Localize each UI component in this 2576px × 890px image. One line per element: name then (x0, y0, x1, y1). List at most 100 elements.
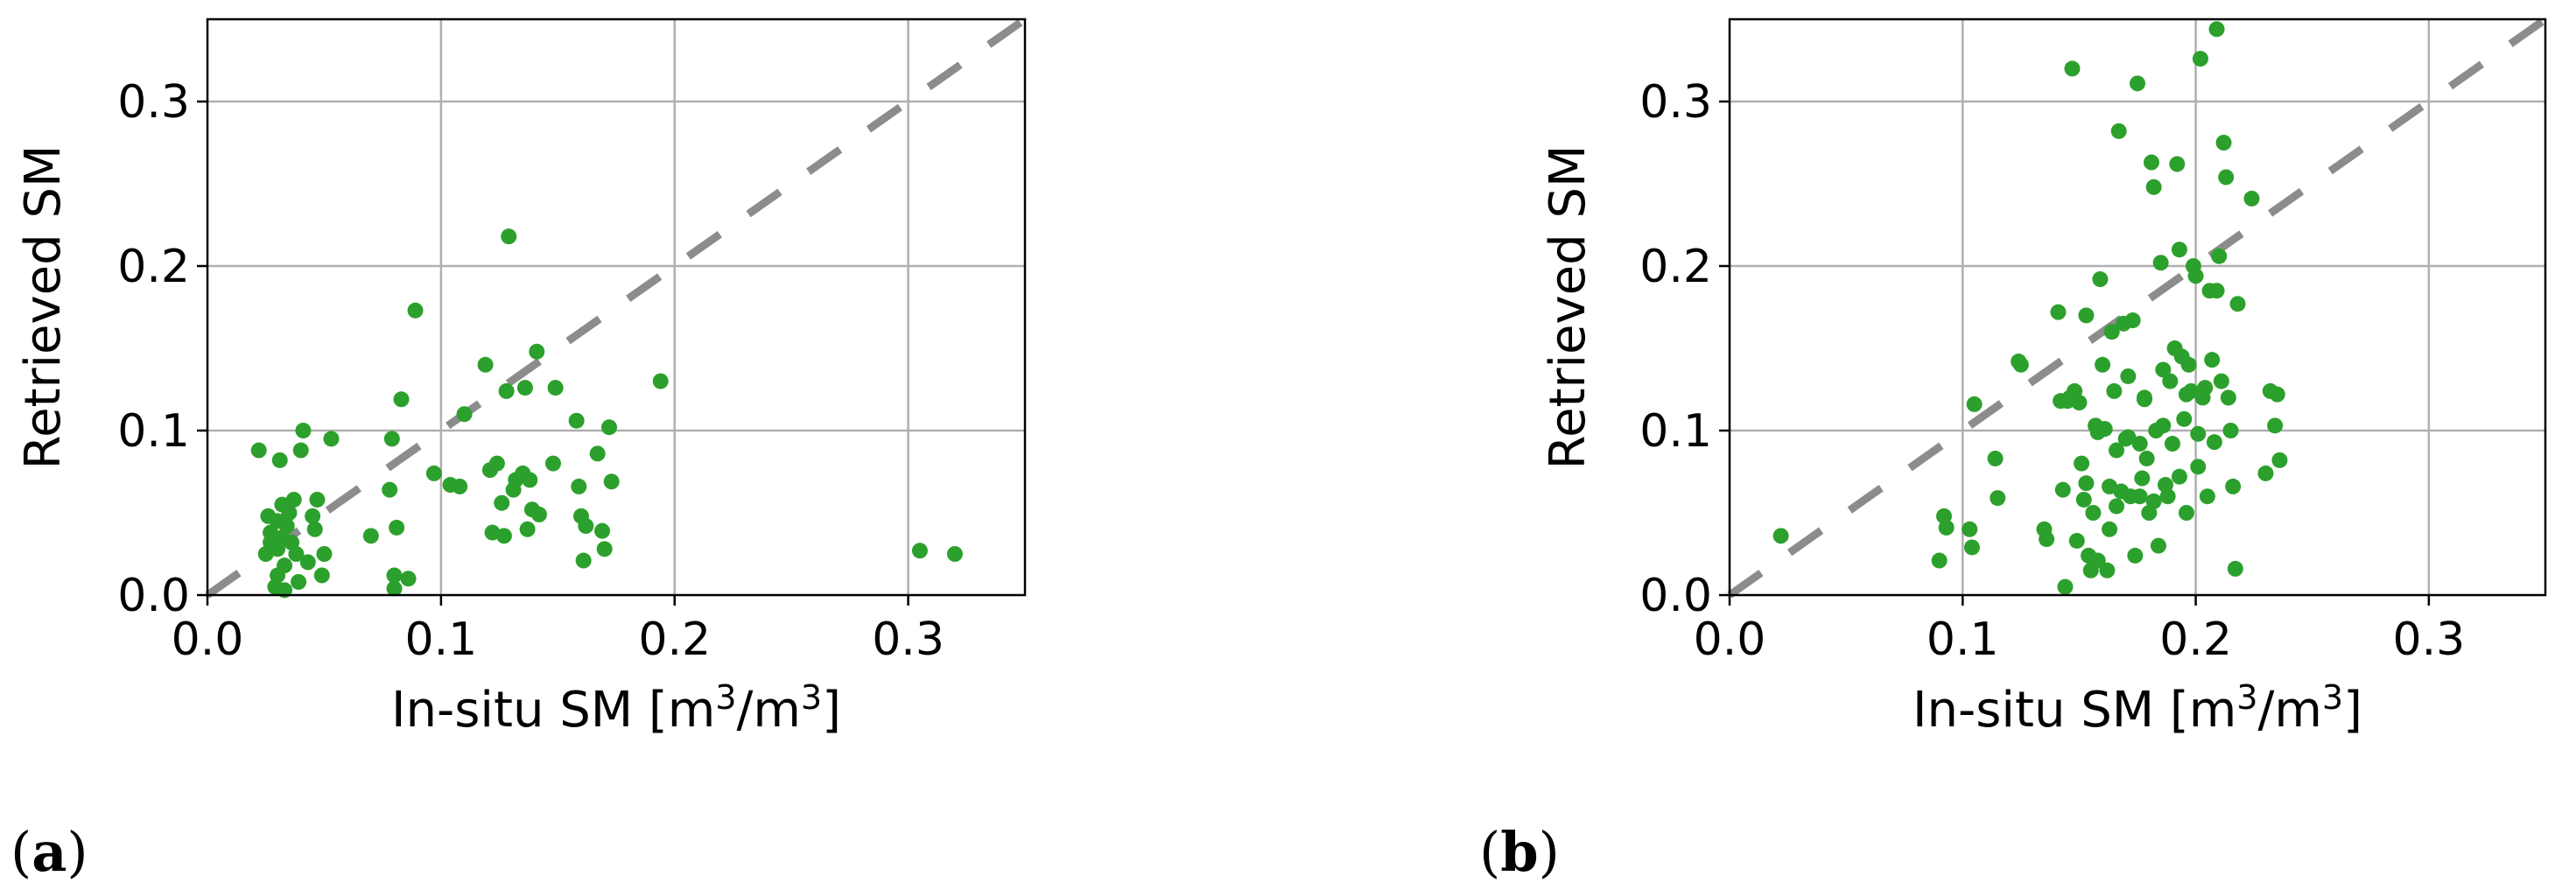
data-point (2102, 521, 2118, 537)
data-point (1990, 490, 2006, 507)
data-point (2068, 532, 2085, 549)
data-point (571, 478, 587, 494)
data-point (575, 552, 592, 569)
data-point (288, 546, 305, 562)
x-tick-label: 0.0 (172, 613, 244, 666)
data-point (498, 382, 515, 399)
one-to-one-reference-line (1727, 16, 2548, 599)
data-point (946, 546, 963, 562)
data-point (2110, 123, 2127, 139)
data-point (2085, 505, 2102, 521)
y-axis-label: Retrieved SM (15, 145, 72, 470)
data-point (578, 518, 594, 535)
data-point (2127, 547, 2144, 564)
x-tick-label: 0.1 (1927, 613, 1999, 666)
data-point (2057, 578, 2074, 595)
data-point (519, 521, 536, 537)
data-point (277, 557, 293, 574)
data-point (2099, 562, 2116, 578)
data-point (285, 491, 302, 508)
data-point (2078, 307, 2095, 324)
scatter-panel-a: 0.00.0 0.1 0.1 0.2 0.2 0.3 0.3 In-situ SM [m3/m… (11, 16, 1028, 884)
y-tick-label: 0.3 (117, 76, 190, 129)
data-point (2089, 424, 2106, 440)
data-point (1963, 539, 1980, 556)
data-point (393, 391, 410, 408)
data-point (2164, 436, 2180, 452)
data-point (1987, 450, 2004, 466)
data-point (383, 431, 400, 447)
y-tick-label: 0.2 (1639, 241, 1712, 293)
data-point (291, 573, 307, 590)
data-point (2130, 75, 2145, 92)
data-point (400, 571, 417, 587)
x-tick-label: 0.3 (872, 613, 944, 666)
y-tick-label: 0.1 (1639, 405, 1712, 458)
y-tick-label: 0.2 (117, 241, 190, 293)
data-point (362, 528, 379, 544)
data-point (2180, 356, 2197, 373)
one-to-one-reference-line (205, 16, 1028, 599)
data-point (278, 518, 295, 535)
y-tick-label: 0.0 (117, 570, 190, 622)
data-point (2124, 312, 2141, 329)
x-axis-label: In-situ SM [m3/m3] (1913, 678, 2362, 739)
data-point (2155, 417, 2172, 434)
data-point (2183, 382, 2200, 399)
data-point (1962, 521, 1978, 537)
data-point (2078, 475, 2095, 492)
data-point (2220, 389, 2236, 406)
x-tick-label: 0.3 (2393, 613, 2466, 666)
y-tick-label: 0.0 (1639, 570, 1712, 622)
data-point (271, 452, 288, 468)
data-point (1966, 396, 1983, 412)
data-point (2145, 179, 2162, 195)
data-point (2211, 248, 2228, 264)
data-point (425, 465, 442, 481)
data-point (2208, 21, 2225, 38)
data-point (305, 508, 321, 524)
data-point (2106, 382, 2123, 399)
data-point (2089, 552, 2106, 569)
data-point (295, 423, 312, 438)
data-point (2071, 395, 2088, 411)
data-point (2162, 373, 2179, 389)
data-point (2190, 425, 2207, 442)
data-point (2120, 429, 2137, 445)
data-point (456, 406, 473, 423)
data-point (2171, 468, 2187, 485)
data-point (2225, 478, 2242, 494)
data-point (382, 481, 398, 498)
data-point (2176, 410, 2193, 427)
y-axis-label: Retrieved SM (1540, 145, 1597, 470)
data-point (596, 541, 613, 557)
data-point (2064, 60, 2081, 77)
data-point (2178, 505, 2194, 521)
data-point (495, 528, 512, 544)
data-point (2138, 450, 2155, 466)
data-point (2204, 352, 2221, 368)
data-point (2208, 283, 2225, 299)
data-point (2131, 488, 2148, 505)
x-tick-label: 0.2 (2159, 613, 2232, 666)
data-point (2109, 442, 2125, 459)
x-tick-label: 0.2 (638, 613, 711, 666)
plot-frame (206, 18, 1027, 597)
data-point (1938, 519, 1955, 536)
data-point (2150, 537, 2166, 554)
x-tick-label: 0.1 (405, 613, 478, 666)
plot-frame (1728, 18, 2547, 597)
data-point (306, 521, 323, 537)
data-point (2152, 255, 2169, 271)
data-point (2092, 271, 2109, 288)
data-point (1931, 552, 1948, 569)
panel-label: (b) (1479, 820, 1560, 884)
data-point (250, 442, 267, 459)
data-point (281, 505, 298, 521)
data-point (652, 373, 669, 389)
data-point (603, 473, 620, 490)
data-point (2012, 356, 2029, 373)
data-point (1772, 528, 1789, 544)
data-point (2050, 304, 2067, 320)
data-point (309, 491, 326, 508)
